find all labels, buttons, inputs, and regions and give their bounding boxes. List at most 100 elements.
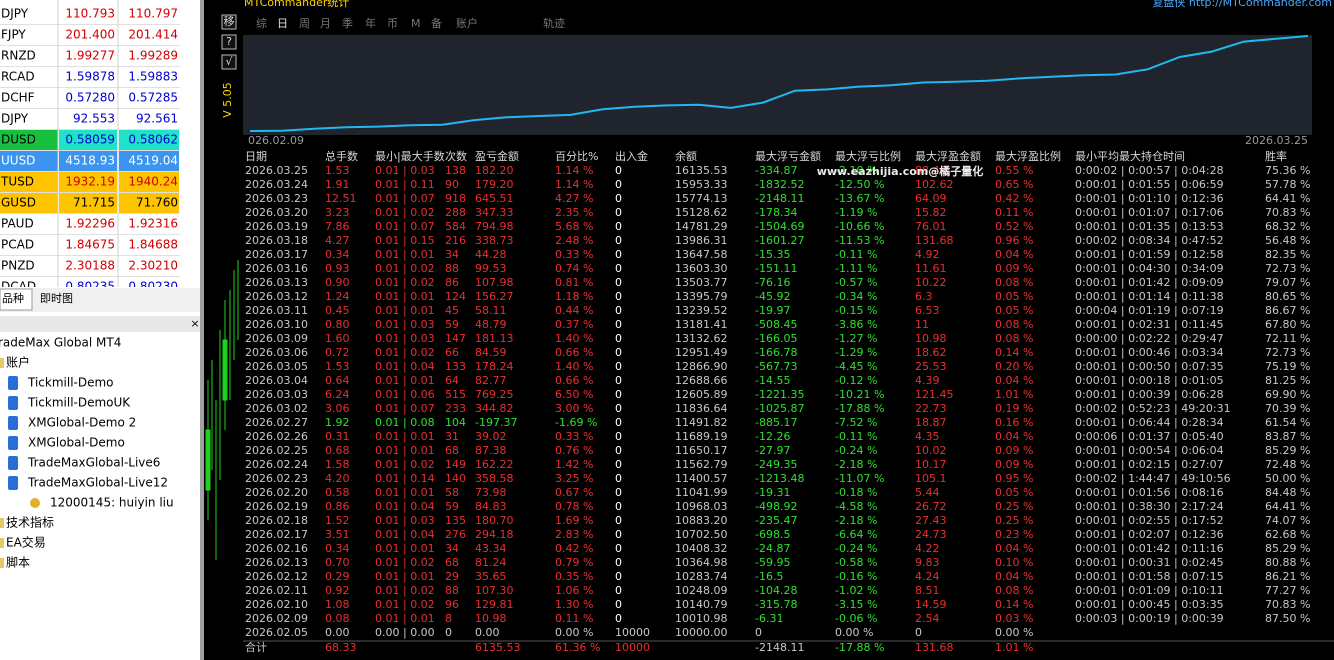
tool-button[interactable]: [221, 34, 237, 50]
stats-tab[interactable]: 年: [365, 16, 376, 30]
tree-item[interactable]: TradeMaxGlobal-Live12: [27, 476, 168, 490]
tree-item[interactable]: TradeMaxGlobal-Live6: [27, 456, 160, 470]
tab-label[interactable]: 即时图: [40, 292, 73, 305]
table-cell: -249.35: [755, 458, 797, 471]
tree-item[interactable]: 脚本: [6, 555, 30, 570]
quote-symbol[interactable]: DCAD: [1, 280, 36, 294]
quote-ask: 4519.04: [128, 154, 178, 168]
table-cell: 135: [445, 514, 466, 527]
table-cell: 0:00:01 | 0:38:30 | 2:17:24: [1075, 500, 1224, 513]
table-cell: 1.58: [325, 458, 350, 471]
table-cell: 11491.82: [675, 416, 728, 429]
table-cell: 2026.03.20: [245, 206, 308, 219]
stats-tab[interactable]: 综: [256, 16, 267, 30]
tool-button-label[interactable]: √: [225, 55, 233, 68]
table-cell: 39.02: [475, 430, 507, 443]
table-cell: 11.61: [915, 262, 947, 275]
tree-item[interactable]: XMGlobal-Demo 2: [28, 416, 136, 430]
table-cell: 15953.33: [675, 178, 728, 191]
stats-tab[interactable]: 季: [342, 17, 353, 30]
quote-symbol[interactable]: TUSD: [0, 175, 34, 189]
quote-symbol[interactable]: PCAD: [1, 238, 34, 252]
stats-tab[interactable]: 月: [320, 17, 331, 30]
account-icon: [8, 376, 18, 390]
table-cell: 0.01 | 0.01: [375, 444, 435, 457]
table-cell: 0.00: [475, 626, 500, 639]
table-cell: 1.53: [325, 164, 350, 177]
table-cell: 85.29 %: [1265, 444, 1310, 457]
tree-item[interactable]: EA交易: [6, 535, 46, 550]
tool-button[interactable]: [221, 14, 237, 30]
link[interactable]: 复盘侠 http://MTCommander.com: [1152, 0, 1332, 9]
quote-symbol[interactable]: PNZD: [1, 259, 35, 273]
table-cell: 0: [615, 458, 622, 471]
quote-symbol[interactable]: PAUD: [1, 217, 34, 231]
table-cell: 59: [445, 318, 459, 331]
table-cell: 0.65 %: [995, 178, 1033, 191]
tree-root[interactable]: radeMax Global MT4: [0, 336, 121, 350]
stats-tab[interactable]: 日: [277, 17, 288, 30]
quote-cell: [119, 88, 179, 108]
quote-symbol[interactable]: DUSD: [1, 133, 36, 147]
table-cell: 43.34: [475, 542, 507, 555]
table-cell: 0.01 | 0.02: [375, 262, 435, 275]
tool-button-label[interactable]: ?: [226, 35, 232, 48]
table-cell: 107.30: [475, 584, 514, 597]
table-cell: 179.20: [475, 178, 514, 191]
tab-label[interactable]: 品种: [2, 291, 24, 305]
chart-start-label: 026.02.09: [248, 134, 304, 147]
quote-symbol[interactable]: GUSD: [1, 196, 36, 210]
table-cell: 0.08 %: [995, 584, 1033, 597]
tree-item[interactable]: 12000145: huiyin liu: [50, 496, 174, 510]
tree-item[interactable]: 技术指标: [6, 515, 54, 530]
tree-item[interactable]: XMGlobal-Demo: [28, 436, 125, 450]
table-cell: 2026.03.17: [245, 248, 308, 261]
quote-symbol[interactable]: DCHF: [1, 91, 35, 105]
table-cell: 0: [445, 626, 452, 639]
table-cell: 0.01 | 0.02: [375, 598, 435, 611]
total-cell: -17.88 %: [835, 641, 884, 654]
quote-symbol[interactable]: RNZD: [1, 49, 36, 63]
stats-tab[interactable]: 周: [299, 17, 310, 30]
stats-tab[interactable]: 备: [431, 16, 442, 30]
stats-tab[interactable]: 账户: [456, 16, 478, 30]
table-cell: 0.00: [325, 626, 350, 639]
table-cell: -16.5: [755, 570, 783, 583]
quote-symbol[interactable]: RCAD: [1, 70, 35, 84]
table-cell: 0.42 %: [555, 542, 593, 555]
table-cell: 0.81 %: [555, 276, 593, 289]
table-cell: 2026.03.12: [245, 290, 308, 303]
quote-symbol[interactable]: FJPY: [1, 28, 26, 42]
table-cell: 2026.03.16: [245, 262, 308, 275]
table-cell: 0.00 | 0.00: [375, 626, 435, 639]
stats-tab[interactable]: 轨迹: [543, 16, 565, 30]
table-cell: -2148.11: [755, 192, 804, 205]
quote-cell: [119, 46, 179, 66]
quote-symbol[interactable]: DJPY: [1, 7, 29, 21]
quote-symbol[interactable]: DJPY: [1, 112, 29, 126]
tree-item[interactable]: 账户: [6, 355, 30, 370]
table-cell: 2026.02.13: [245, 556, 308, 569]
table-cell: 0.08 %: [995, 318, 1033, 331]
table-cell: 0:00:01 | 0:01:58 | 0:07:15: [1075, 570, 1224, 583]
quote-symbol[interactable]: UUSD: [1, 154, 35, 168]
tree-item[interactable]: Tickmill-DemoUK: [27, 396, 131, 410]
stats-tab[interactable]: 币: [387, 17, 398, 30]
close-button[interactable]: ×: [190, 317, 199, 330]
tree-item[interactable]: Tickmill-Demo: [27, 376, 114, 390]
table-cell: -1.02 %: [835, 584, 877, 597]
quote-symbol-cell: [0, 109, 58, 129]
tool-button-label[interactable]: 移: [224, 15, 235, 28]
table-cell: 233: [445, 402, 466, 415]
table-cell: 11689.19: [675, 430, 728, 443]
quote-ask: 0.80230: [128, 280, 178, 294]
table-cell: 82.77: [475, 374, 507, 387]
column-header: 盈亏金额: [475, 149, 519, 163]
table-cell: 0: [755, 626, 762, 639]
tool-button[interactable]: [221, 54, 237, 70]
quote-ask: 1940.24: [128, 175, 178, 189]
stats-tab[interactable]: M: [411, 17, 421, 30]
table-cell: 0: [915, 626, 922, 639]
table-cell: 0: [615, 346, 622, 359]
table-cell: 0.01 | 0.07: [375, 220, 435, 233]
